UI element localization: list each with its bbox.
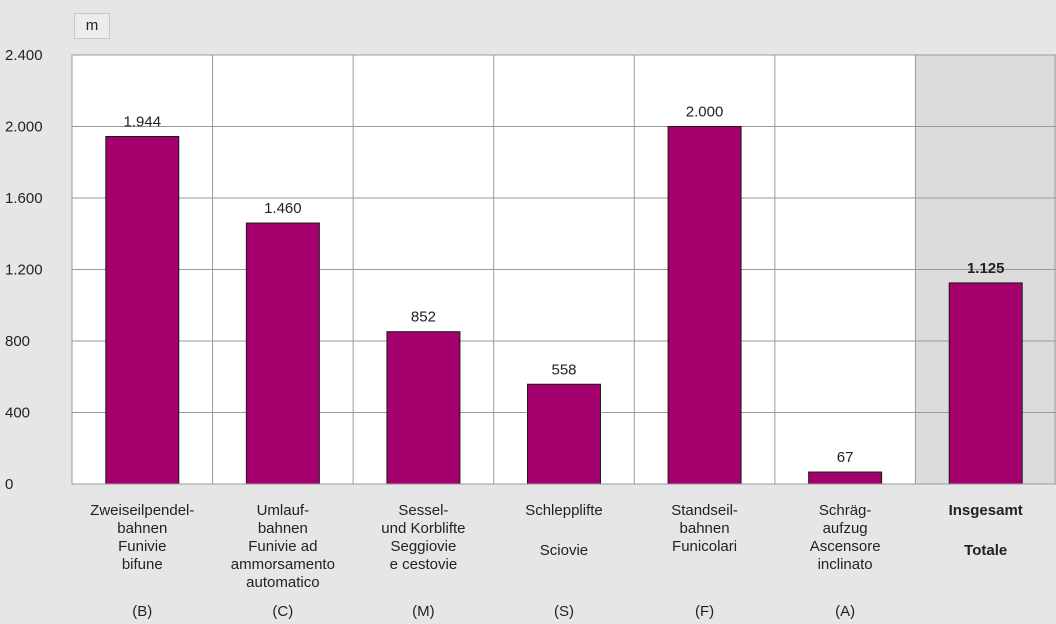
bar-value-label: 2.000 xyxy=(686,104,724,121)
category-label: Schlepplifte xyxy=(525,502,603,519)
bar xyxy=(948,282,1023,485)
category-label: Schräg-aufzug Ascensore inclinato xyxy=(809,502,881,573)
y-tick-label: 400 xyxy=(5,405,30,422)
category-code: (A) xyxy=(835,603,856,620)
y-tick-label: 2.400 xyxy=(5,47,43,64)
bar-value-labels: 1.944 1.460 852 558 2.000 67 1.125 xyxy=(124,104,1005,467)
category-label: Standseil-bahnen Funicolari xyxy=(671,502,738,555)
y-tick-label: 2.000 xyxy=(5,119,43,136)
category-code: (C) xyxy=(272,603,294,620)
bar xyxy=(808,471,883,485)
bar-value-label: 1.125 xyxy=(967,260,1005,277)
bar-value-label: 852 xyxy=(411,309,436,326)
bar xyxy=(386,331,461,485)
category-code: (M) xyxy=(412,603,435,620)
y-axis-ticks: 0 400 800 1.200 1.600 2.000 2.400 xyxy=(5,47,43,493)
y-tick-label: 1.600 xyxy=(5,190,43,207)
category-code: (B) xyxy=(132,603,153,620)
bars xyxy=(105,126,1023,485)
bar xyxy=(245,222,320,485)
category-code: (S) xyxy=(553,603,574,620)
category-label: Umlauf-bahnen Funivie ad ammorsamento autom… xyxy=(230,502,335,591)
bar xyxy=(527,383,601,485)
bar-value-label: 67 xyxy=(837,449,854,466)
bar-value-label: 1.944 xyxy=(124,114,162,131)
category-label: Zweiseilpendel-bahnen Funivie bifune xyxy=(90,502,195,573)
category-label: Insgesamt xyxy=(948,502,1023,519)
bar-value-label: 1.460 xyxy=(264,200,302,217)
category-label: Sciovie xyxy=(539,542,589,559)
bar xyxy=(667,126,742,485)
category-code: (F) xyxy=(694,603,715,620)
y-tick-label: 1.200 xyxy=(5,262,43,279)
y-tick-label: 800 xyxy=(5,333,30,350)
unit-label: m xyxy=(74,13,110,39)
bar-value-label: 558 xyxy=(551,361,576,378)
category-label: Totale xyxy=(964,542,1008,559)
category-label: Sessel-und Korblifte Seggiovie e cestovie xyxy=(381,502,466,573)
bar xyxy=(105,136,180,485)
y-tick-label: 0 xyxy=(5,476,13,493)
plot-border xyxy=(71,54,1056,485)
